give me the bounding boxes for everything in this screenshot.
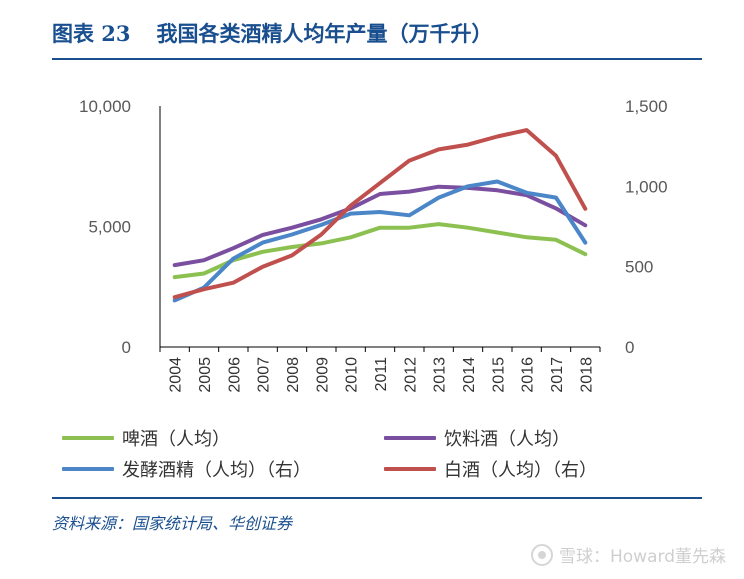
x-tick-label: 2005 [197,357,214,393]
figure-title-text: 我国各类酒精人均年产量（万千升） [156,21,493,46]
x-tick-label: 2008 [285,357,302,393]
x-tick-label: 2009 [314,357,331,393]
y-right-tick-label: 1,000 [625,177,668,196]
watermark-text: 雪球：Howard董先森 [559,547,726,567]
legend-swatch-alcohol [62,467,114,471]
x-tick-label: 2014 [461,357,478,393]
series-fruit-wine-line [172,184,588,268]
x-tick-label: 2015 [490,357,507,393]
figure-number: 图表 23 [52,21,131,46]
series-baijiu-line [172,128,588,300]
watermark: 雪球：Howard董先森 [531,542,726,567]
line-chart: 2004 2005 2006 2007 2008 2009 2010 2011 2012 2013… [79,97,668,393]
chart-series [172,128,588,303]
title-rule [52,58,702,60]
legend-swatch-fruit-wine [384,436,436,440]
x-tick-label: 2018 [578,357,595,393]
x-tick-label: 2007 [256,357,273,393]
y-right-tick-label: 0 [625,338,634,357]
y-right-tick-label: 500 [625,258,653,277]
legend-label-fruit-wine: 饮料酒（人均） [444,429,570,450]
x-tick-label: 2012 [402,357,419,393]
x-tick-label: 2006 [226,357,243,393]
legend-swatch-beer [62,436,114,440]
x-tick-label: 2004 [168,357,185,393]
y-left-tick-label: 10,000 [79,97,131,116]
x-tick-label: 2017 [549,357,566,393]
figure-title: 图表 23 我国各类酒精人均年产量（万千升） [52,18,493,48]
legend-item-alcohol: 发酵酒精（人均）（右） [62,455,311,483]
series-beer-line [172,222,588,280]
legend-label-beer: 啤酒（人均） [122,429,230,450]
legend-item-fruit-wine: 饮料酒（人均） [384,424,570,452]
series-alcohol-line [172,179,588,303]
x-tick-label: 2010 [344,357,361,393]
legend-swatch-baijiu [384,467,436,471]
legend-item-beer: 啤酒（人均） [62,424,230,452]
legend-item-baijiu: 白酒（人均）（右） [384,455,597,483]
chart-legend: 啤酒（人均） 饮料酒（人均） 发酵酒精（人均）（右） 白酒（人均）（右） [62,424,702,484]
x-tick-label: 2011 [373,357,390,392]
bottom-rule [52,497,702,499]
chart-axes: 2004 2005 2006 2007 2008 2009 2010 2011 2012 2013… [79,97,668,393]
figure-header: 图表 23 我国各类酒精人均年产量（万千升） [52,10,702,60]
legend-label-baijiu: 白酒（人均）（右） [444,460,597,481]
y-left-tick-label: 0 [122,338,131,357]
y-right-tick-label: 1,500 [625,97,668,116]
y-left-tick-label: 5,000 [88,218,131,237]
snowball-logo-icon [531,543,553,566]
x-tick-label: 2016 [520,357,537,393]
source-note: 资料来源：国家统计局、华创证券 [52,514,293,533]
legend-label-alcohol: 发酵酒精（人均）（右） [122,460,311,481]
x-tick-label: 2013 [432,357,449,393]
